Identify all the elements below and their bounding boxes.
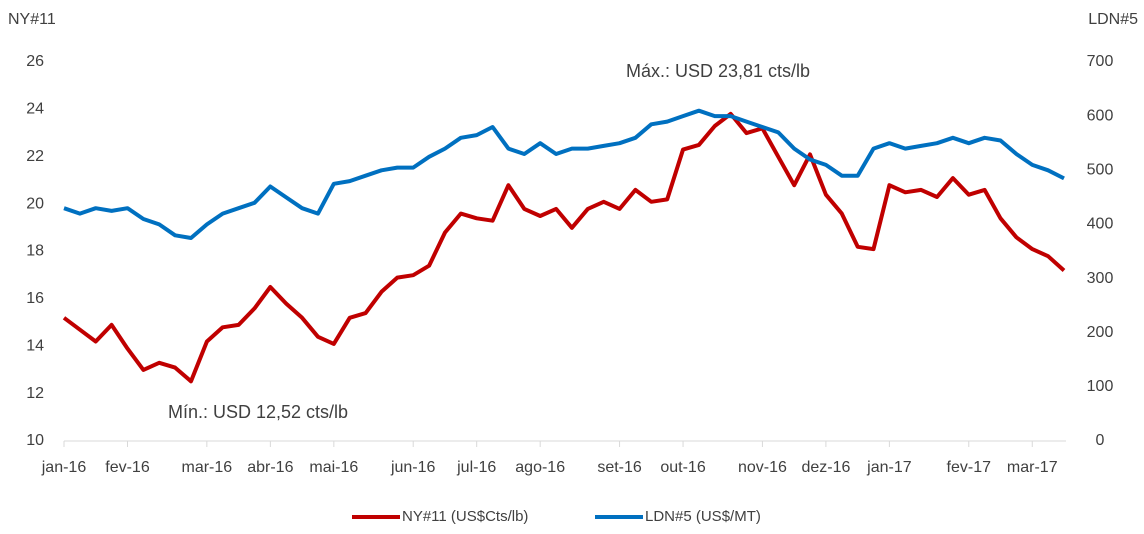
- x-tick-label: set-16: [597, 459, 642, 476]
- y2-axis-title: LDN#5: [1088, 11, 1138, 28]
- annotation: Máx.: USD 23,81 cts/lb: [626, 61, 810, 81]
- annotation: Mín.: USD 12,52 cts/lb: [168, 402, 348, 422]
- legend-label: NY#11 (US$Cts/lb): [402, 508, 528, 525]
- line-series: [62, 111, 1066, 384]
- x-tick-label: fev-17: [947, 459, 992, 476]
- x-tick-label: fev-16: [105, 459, 150, 476]
- y-tick-label: 16: [26, 290, 44, 307]
- y-tick-label: 18: [26, 243, 44, 260]
- x-tick-label: jan-16: [41, 459, 87, 476]
- y-tick-label: 14: [26, 337, 44, 354]
- x-tick-label: jun-16: [390, 459, 436, 476]
- x-tick-label: jan-17: [866, 459, 912, 476]
- x-tick-label: mar-17: [1007, 459, 1058, 476]
- legend-label: LDN#5 (US$/MT): [645, 508, 761, 525]
- x-tick-label: abr-16: [247, 459, 293, 476]
- y2-tick-label: 400: [1087, 216, 1114, 233]
- x-tick-label: nov-16: [738, 459, 787, 476]
- y-tick-label: 12: [26, 385, 44, 402]
- y2-tick-label: 100: [1087, 378, 1114, 395]
- y2-tick-label: 700: [1087, 53, 1114, 70]
- y-tick-label: 10: [26, 432, 44, 449]
- y2-tick-label: 200: [1087, 324, 1114, 341]
- line-series: [63, 108, 1065, 240]
- y2-tick-label: 300: [1087, 270, 1114, 287]
- y-tick-label: 26: [26, 53, 44, 70]
- y2-tick-label: 600: [1087, 107, 1114, 124]
- y2-tick-label: 500: [1087, 162, 1114, 179]
- x-tick-label: mai-16: [309, 459, 358, 476]
- x-tick-label: mar-16: [182, 459, 233, 476]
- y-tick-label: 22: [26, 148, 44, 165]
- x-tick-label: out-16: [660, 459, 705, 476]
- y-axis-title: NY#11: [8, 11, 56, 28]
- y-tick-label: 24: [26, 101, 44, 118]
- y2-tick-label: 0: [1096, 432, 1105, 449]
- x-tick-label: ago-16: [515, 459, 565, 476]
- x-tick-label: jul-16: [456, 459, 496, 476]
- x-tick-label: dez-16: [801, 459, 850, 476]
- y-tick-label: 20: [26, 195, 44, 212]
